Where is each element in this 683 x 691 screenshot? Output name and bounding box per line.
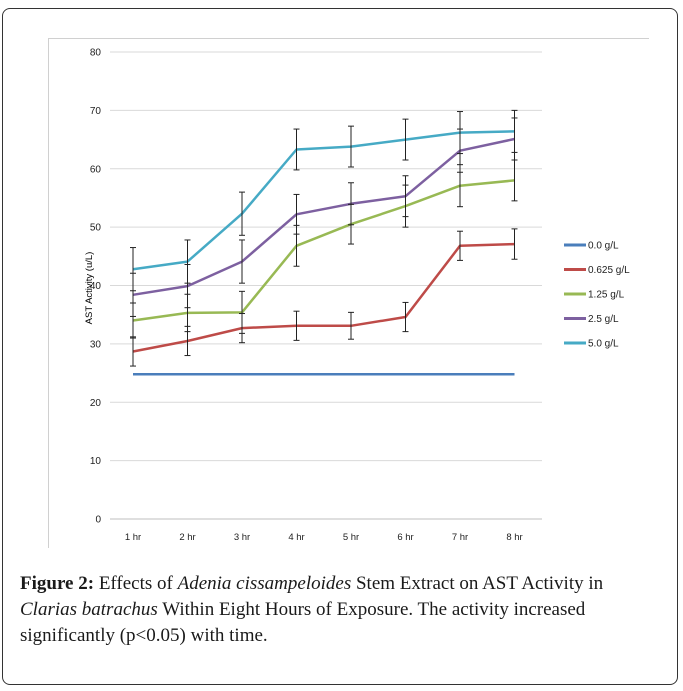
y-tick-80: 80 — [90, 48, 102, 59]
series-line-1 — [132, 242, 515, 353]
x-tick-5: 5 hr — [343, 532, 359, 543]
series-line-4 — [132, 130, 515, 271]
figure-frame — [2, 8, 678, 685]
y-tick-10: 10 — [90, 456, 102, 467]
caption-text-3: Within Eight Hours of Exposure. The acti… — [20, 599, 586, 646]
legend-label-3: 2.5 g/L — [588, 314, 619, 325]
caption-text-1: Effects of — [94, 573, 178, 594]
gridlines — [110, 51, 542, 520]
y-tick-60: 60 — [90, 164, 102, 175]
series-line-2 — [132, 179, 515, 322]
figure-caption: Figure 2: Effects of Adenia cissampeloid… — [20, 571, 660, 649]
caption-figure-label: Figure 2: — [20, 573, 95, 594]
series-line-3 — [132, 137, 515, 297]
x-tick-1: 1 hr — [125, 532, 141, 543]
caption-species-1: Adenia cissampeloides — [177, 573, 352, 594]
legend-label-1: 0.625 g/L — [588, 265, 630, 276]
x-tick-6: 6 hr — [397, 532, 413, 543]
caption-text-2: Stem Extract on AST Activity in — [351, 573, 604, 594]
y-axis-label: AST Activity (u/L) — [84, 252, 95, 325]
legend: 0.0 g/L 0.625 g/L 1.25 g/L 2.5 g/L 5.0 g/L — [564, 241, 630, 350]
series-lines — [132, 130, 515, 376]
y-tick-20: 20 — [90, 398, 102, 409]
caption-species-2: Clarias batrachus — [20, 599, 158, 620]
error-bars — [130, 109, 518, 367]
y-tick-50: 50 — [90, 223, 102, 234]
legend-label-4: 5.0 g/L — [588, 339, 619, 350]
y-tick-0: 0 — [95, 515, 101, 526]
x-tick-2: 2 hr — [179, 532, 195, 543]
x-tick-labels: 1 hr 2 hr 3 hr 4 hr 5 hr 6 hr 7 hr 8 hr — [125, 532, 523, 543]
y-tick-70: 70 — [90, 106, 102, 117]
y-tick-40: 40 — [90, 281, 102, 292]
ast-activity-chart: 0 10 20 30 40 50 60 70 80 1 hr 2 hr 3 hr 4 hr 5 hr 6 … — [84, 48, 630, 544]
y-tick-labels: 0 10 20 30 40 50 60 70 80 — [90, 48, 102, 526]
plot-area-border — [48, 38, 649, 548]
x-tick-4: 4 hr — [288, 532, 304, 543]
x-tick-8: 8 hr — [506, 532, 522, 543]
legend-label-2: 1.25 g/L — [588, 290, 625, 301]
legend-label-0: 0.0 g/L — [588, 241, 619, 252]
x-tick-3: 3 hr — [234, 532, 250, 543]
y-tick-30: 30 — [90, 339, 102, 350]
x-tick-7: 7 hr — [452, 532, 468, 543]
